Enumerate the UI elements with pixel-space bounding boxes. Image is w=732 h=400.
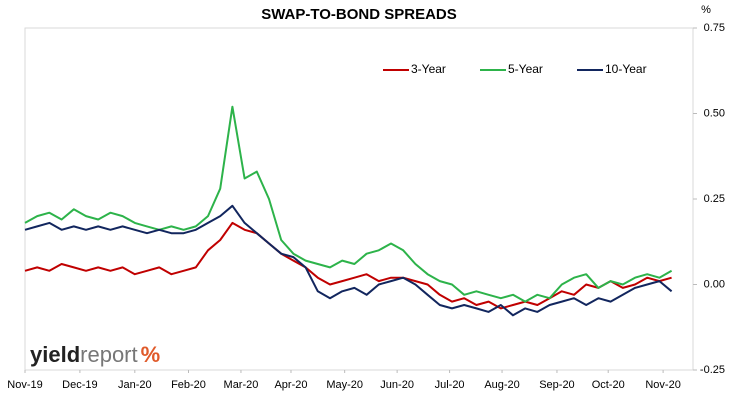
chart-title: SWAP-TO-BOND SPREADS (261, 6, 457, 23)
x-tick-label: May-20 (326, 379, 363, 391)
x-tick-label: Sep-20 (539, 379, 574, 391)
y-tick-label: -0.25 (700, 364, 725, 376)
series-line (24, 221, 672, 310)
series-line (24, 105, 673, 303)
x-tick-label: Nov-19 (7, 379, 42, 391)
legend-label: 10-Year (605, 62, 647, 76)
series-line (24, 204, 673, 317)
logo-part: report (80, 342, 137, 367)
y-tick-label: 0.50 (704, 107, 725, 119)
logo-part: % (141, 342, 161, 367)
x-tick-label: Apr-20 (274, 379, 307, 391)
x-tick-label: Jun-20 (380, 379, 414, 391)
legend-label: 5-Year (508, 62, 543, 76)
x-tick-label: Jul-20 (435, 379, 465, 391)
y-tick-label: 0.25 (704, 193, 725, 205)
x-tick-label: Oct-20 (592, 379, 625, 391)
y-tick-label: 0.00 (704, 278, 725, 290)
x-tick-label: Aug-20 (484, 379, 519, 391)
x-tick-label: Dec-19 (62, 379, 97, 391)
x-tick-label: Mar-20 (224, 379, 259, 391)
logo: yieldreport% (30, 342, 160, 367)
x-tick-label: Nov-20 (645, 379, 680, 391)
y-tick-label: 0.75 (704, 22, 725, 34)
plot-area (24, 27, 694, 371)
y-unit: % (701, 4, 711, 16)
x-tick-label: Jan-20 (118, 379, 152, 391)
x-tick-label: Feb-20 (171, 379, 206, 391)
legend-label: 3-Year (411, 62, 446, 76)
logo-part: yield (30, 342, 80, 367)
